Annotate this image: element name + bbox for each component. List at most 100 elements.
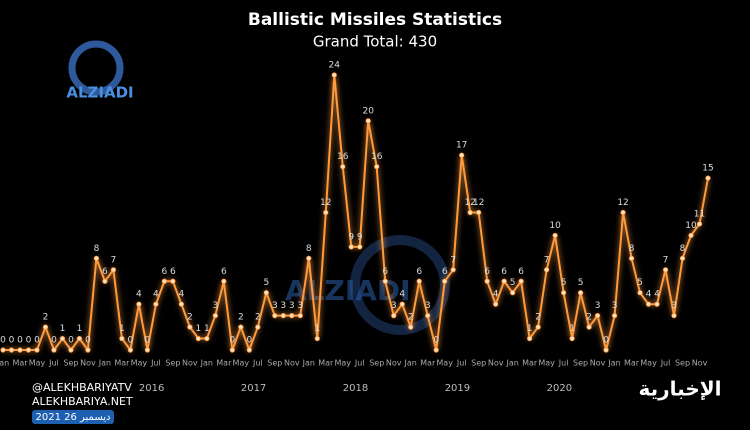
data-label: 0 [68,336,74,346]
data-label: 10 [549,221,561,231]
point [459,152,465,158]
data-label: 2 [535,313,541,323]
x-tick-label: Nov [182,359,198,368]
x-tick-label: May [131,359,148,368]
point [68,347,74,353]
point [476,209,482,216]
x-tick-label: Jan [98,359,111,368]
data-label: 6 [518,267,524,277]
data-label: 3 [289,301,295,311]
data-label: 2 [43,313,49,323]
data-label: 11 [694,209,705,219]
x-tick-label: Mar [114,359,130,368]
point [382,278,388,284]
point [654,301,660,307]
point [501,278,507,284]
point [51,347,57,353]
data-label: 1 [60,324,66,334]
point [34,347,40,353]
data-label: 5 [561,278,567,288]
channel-logo: الإخبارية [639,377,722,401]
data-label: 6 [221,267,227,277]
point [280,313,286,319]
data-label: 1 [569,324,575,334]
x-tick-label: May [436,359,453,368]
data-label: 3 [595,301,601,311]
data-label: 0 [433,336,439,346]
x-tick-label: Mar [522,359,538,368]
point [518,278,524,284]
data-label: 3 [297,301,303,311]
site: ALEKHBARIYA.NET [32,395,133,408]
data-label: 6 [382,267,388,277]
x-tick-label: Sep [675,359,690,368]
data-label: 4 [399,290,405,300]
data-label: 0 [85,336,91,346]
data-label: 3 [280,301,286,311]
point [535,324,541,330]
point [611,313,618,319]
data-label: 7 [450,255,456,265]
x-tick-label: Jul [354,359,365,368]
x-tick-label: Jul [558,359,569,368]
x-tick-label: Nov [386,359,402,368]
point [144,347,150,353]
x-tick-label: Jan [302,359,315,368]
data-label: 1 [204,324,210,334]
data-label: 9 [357,232,363,242]
point [671,313,677,319]
data-label: 1 [77,324,83,334]
point [645,301,652,307]
data-label: 0 [145,336,151,346]
data-label: 6 [484,267,490,277]
point [340,164,346,170]
point [637,290,643,296]
point [433,347,439,353]
year-label: 2020 [547,383,572,394]
point [289,313,295,319]
data-label: 12 [617,198,628,208]
point [170,278,176,284]
data-label: 4 [654,290,660,300]
x-tick-label: Mar [12,359,28,368]
point [374,164,380,170]
point [569,335,575,342]
data-label: 6 [170,267,176,277]
chart-title: Ballistic Missiles Statistics [248,10,502,30]
data-label: 4 [646,290,652,300]
data-label: 4 [493,290,499,300]
point [493,301,499,307]
point [603,347,609,353]
point [161,278,167,284]
point [229,347,235,353]
point [17,347,23,353]
year-label: 2017 [241,383,266,394]
point [467,209,473,216]
data-label: 6 [501,267,507,277]
data-label: 3 [425,301,431,311]
point [442,278,448,284]
data-label: 6 [442,267,448,277]
data-label: 3 [391,301,397,311]
point [688,232,694,239]
point [127,347,134,353]
point [136,301,142,307]
point [195,335,201,342]
point [408,324,414,330]
date-pill [32,410,114,424]
point [0,347,6,353]
x-tick-label: Jul [150,359,161,368]
x-tick-label: Mar [216,359,232,368]
point [357,244,363,250]
x-tick-label: Jul [252,359,263,368]
point [620,209,626,216]
point [323,209,329,216]
x-tick-label: May [233,359,250,368]
point [628,255,635,261]
data-label: 12 [320,198,331,208]
point [510,290,516,296]
point [297,313,303,319]
point [561,290,567,296]
point [450,267,456,273]
data-label: 0 [128,336,134,346]
